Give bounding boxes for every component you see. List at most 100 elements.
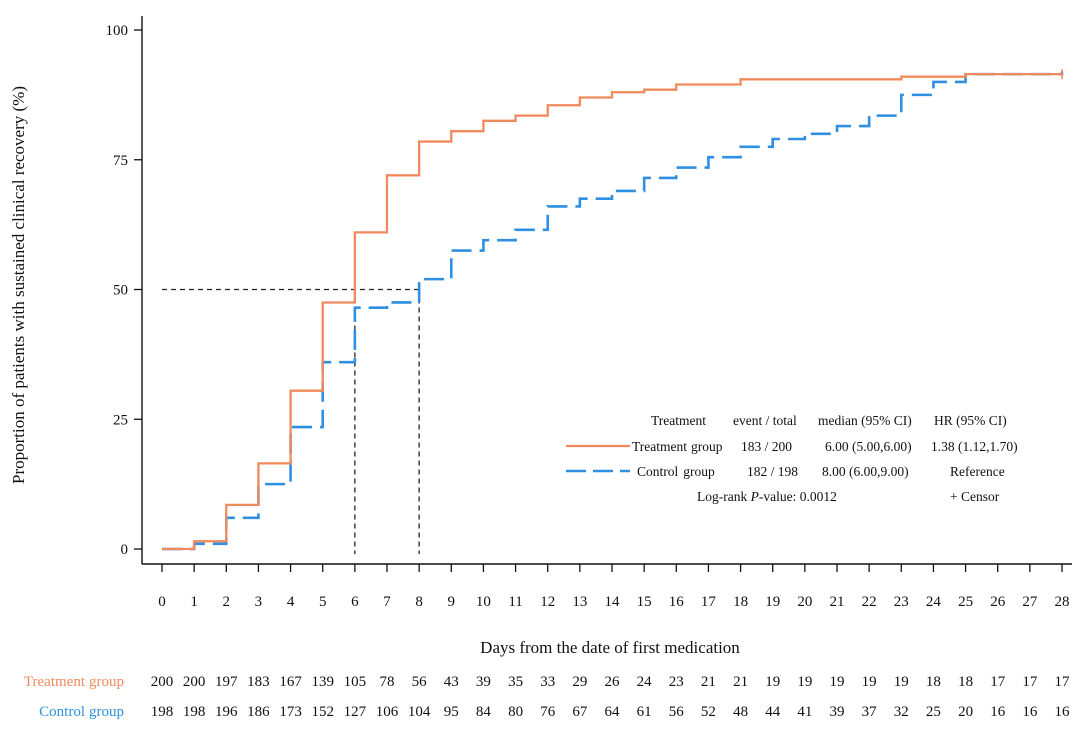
legend-row-control-hr: Reference: [950, 464, 1005, 479]
x-tick-label: 8: [415, 594, 423, 610]
risk-value-control: 67: [572, 704, 588, 720]
series-layer: [162, 69, 1064, 551]
x-tick-label: 27: [1022, 594, 1038, 610]
risk-value-control: 44: [765, 704, 781, 720]
x-tick-label: 28: [1055, 594, 1070, 610]
risk-value-treatment: 17: [1022, 674, 1038, 690]
risk-table: Treatment group Control group 200 200 197 183…: [24, 674, 1070, 720]
y-axis-title: Proportion of patients with sustained cl…: [9, 86, 28, 484]
x-tick-label: 1: [190, 594, 198, 610]
legend-control-label: Control: [637, 464, 679, 479]
risk-value-treatment: 39: [476, 674, 491, 690]
risk-value-treatment: 17: [1055, 674, 1071, 690]
risk-label-treatment-name: Treatment: [24, 674, 86, 690]
risk-label-control-name: Control: [39, 704, 85, 720]
x-tick-label: 6: [351, 594, 359, 610]
risk-value-control: 52: [701, 704, 716, 720]
legend-treatment-label: Treatment: [632, 439, 687, 454]
legend-row-control-median: 8.00 (6.00,9.00): [822, 464, 909, 479]
x-tick-label: 14: [605, 594, 621, 610]
risk-value-control: 16: [1055, 704, 1071, 720]
risk-value-treatment: 105: [344, 674, 367, 690]
y-tick-label: 75: [113, 153, 128, 169]
risk-value-control: 196: [215, 704, 238, 720]
risk-value-treatment: 167: [279, 674, 302, 690]
risk-value-treatment: 17: [990, 674, 1006, 690]
legend-pvalue: Log-rank P-value: 0.0012: [697, 489, 837, 504]
x-tick-label: 18: [733, 594, 748, 610]
pvalue-text: -value: 0.0012: [759, 489, 837, 504]
risk-value-treatment: 21: [733, 674, 748, 690]
y-tick-label: 100: [106, 23, 129, 39]
risk-value-treatment: 33: [540, 674, 555, 690]
legend-row-control-name: Control group: [637, 464, 715, 479]
x-tick-label: 10: [476, 594, 491, 610]
risk-value-treatment: 18: [926, 674, 941, 690]
risk-value-treatment: 78: [380, 674, 395, 690]
risk-value-control: 152: [311, 704, 334, 720]
x-tick-label: 21: [830, 594, 845, 610]
risk-value-treatment: 19: [862, 674, 877, 690]
risk-value-control: 61: [637, 704, 652, 720]
risk-value-control: 198: [183, 704, 206, 720]
risk-value-control: 25: [926, 704, 941, 720]
risk-value-control: 127: [344, 704, 367, 720]
risk-value-control: 20: [958, 704, 973, 720]
risk-value-control: 106: [376, 704, 399, 720]
x-tick-label: 9: [448, 594, 456, 610]
legend-header-events: event / total: [733, 413, 797, 428]
risk-value-treatment: 19: [797, 674, 812, 690]
x-tick-label: 25: [958, 594, 973, 610]
risk-value-control: 76: [540, 704, 556, 720]
risk-value-treatment: 19: [830, 674, 845, 690]
risk-value-control: 48: [733, 704, 748, 720]
risk-value-control: 16: [1022, 704, 1038, 720]
risk-label-treatment-suffix: group: [89, 674, 124, 690]
x-tick-label: 17: [701, 594, 717, 610]
x-tick-label: 15: [637, 594, 652, 610]
x-tick-label: 2: [223, 594, 231, 610]
legend-header-hr: HR (95% CI): [934, 413, 1007, 428]
x-ticks: 0 1 2 3 4 5 6 7 8 9 10 11 12 13 14 15 16 17 18 19 20 21 22 23 24…: [158, 564, 1070, 610]
risk-value-treatment: 23: [669, 674, 684, 690]
legend-treatment-suffix: group: [691, 439, 723, 454]
risk-label-control-suffix: group: [89, 704, 124, 720]
x-tick-label: 12: [540, 594, 555, 610]
risk-value-treatment: 18: [958, 674, 973, 690]
risk-value-treatment: 24: [637, 674, 653, 690]
risk-value-control: 39: [830, 704, 845, 720]
risk-value-control: 16: [990, 704, 1006, 720]
risk-label-control: Control group: [39, 704, 124, 720]
risk-value-treatment: 200: [151, 674, 174, 690]
legend-header-treatment: Treatment: [651, 413, 706, 428]
x-tick-label: 20: [797, 594, 812, 610]
pvalue-italic-p: P: [750, 489, 759, 504]
risk-value-control: 198: [151, 704, 174, 720]
median-reference-lines: [162, 288, 420, 554]
risk-value-control: 186: [247, 704, 270, 720]
risk-value-treatment: 21: [701, 674, 716, 690]
risk-value-treatment: 43: [444, 674, 459, 690]
series-control-curve: [162, 71, 1064, 551]
risk-value-control: 37: [862, 704, 878, 720]
x-tick-label: 3: [255, 594, 263, 610]
x-tick-label: 19: [765, 594, 780, 610]
risk-value-treatment: 19: [765, 674, 780, 690]
risk-value-treatment: 183: [247, 674, 270, 690]
risk-value-treatment: 139: [311, 674, 334, 690]
legend-control-suffix: group: [683, 464, 715, 479]
risk-value-control: 95: [444, 704, 459, 720]
risk-values: 200 200 197 183 167 139 105 78 56 43 39 35 33 29 26 24 2…: [151, 674, 1070, 720]
risk-label-treatment: Treatment group: [24, 674, 124, 690]
x-axis-title: Days from the date of first medication: [480, 638, 740, 657]
x-tick-label: 7: [383, 594, 391, 610]
risk-value-control: 173: [279, 704, 302, 720]
risk-value-control: 41: [797, 704, 812, 720]
series-treatment-curve: [162, 72, 1062, 551]
legend: Treatment event / total median (95% CI) …: [566, 413, 1018, 504]
legend-censor: + Censor: [950, 489, 1000, 504]
y-tick-label: 50: [113, 283, 128, 299]
risk-value-control: 64: [605, 704, 621, 720]
x-tick-label: 4: [287, 594, 295, 610]
risk-value-treatment: 19: [894, 674, 909, 690]
